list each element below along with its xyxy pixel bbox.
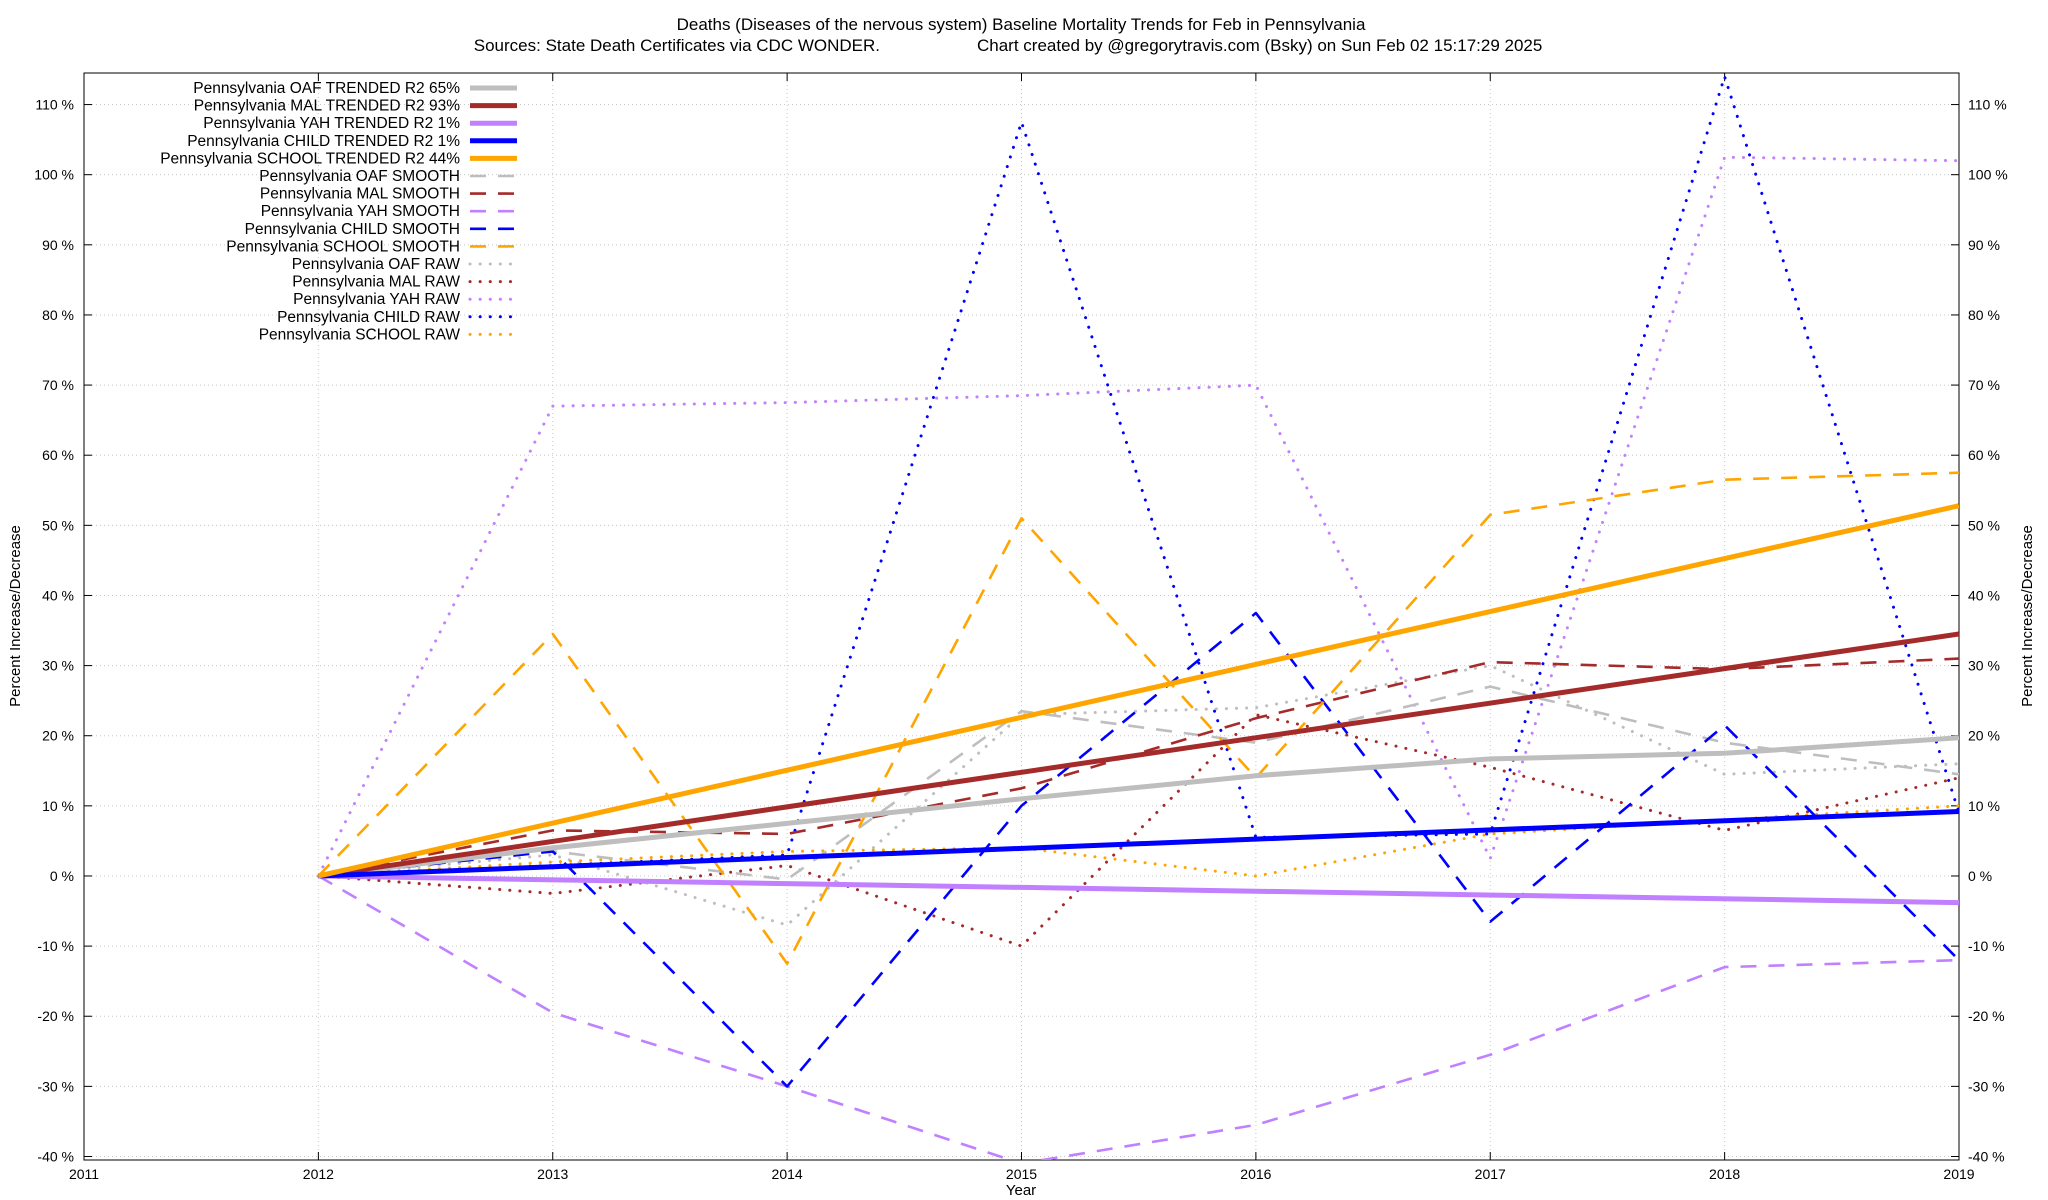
legend-label: Pennsylvania SCHOOL TRENDED R2 44% <box>160 150 460 167</box>
y-tick-label-left: 70 % <box>42 377 74 393</box>
y-tick-label-right: 60 % <box>1968 447 2000 463</box>
series-line <box>318 611 1959 1088</box>
legend-label: Pennsylvania CHILD RAW <box>277 309 460 326</box>
series-line <box>316 155 1959 878</box>
series-line <box>318 685 1959 881</box>
series-line <box>317 874 1959 1160</box>
chart-title: Deaths (Diseases of the nervous system) … <box>677 15 1366 34</box>
y-tick-label-right: 110 % <box>1968 97 2007 113</box>
legend-label: Pennsylvania OAF TRENDED R2 65% <box>193 80 460 97</box>
y-tick-label-left: 90 % <box>42 237 74 253</box>
y-tick-label-left: -20 % <box>37 1008 74 1024</box>
grid <box>84 73 1959 1160</box>
x-tick-label: 2017 <box>1475 1166 1506 1182</box>
y-tick-label-right: 80 % <box>1968 307 2000 323</box>
x-tick-label: 2013 <box>537 1166 568 1182</box>
legend-label: Pennsylvania MAL RAW <box>292 274 460 291</box>
y-tick-label-right: -40 % <box>1968 1148 2005 1164</box>
chart-subtitle-left: Sources: State Death Certificates via CD… <box>474 36 880 55</box>
y-tick-label-left: -40 % <box>37 1148 74 1164</box>
y-tick-label-left: 10 % <box>42 798 74 814</box>
x-tick-label: 2012 <box>303 1166 334 1182</box>
y-tick-label-left: 40 % <box>42 587 74 603</box>
x-tick-label: 2016 <box>1240 1166 1271 1182</box>
legend-label: Pennsylvania YAH RAW <box>293 291 460 308</box>
x-tick-label: 2015 <box>1006 1166 1037 1182</box>
legend-label: Pennsylvania SCHOOL RAW <box>259 326 461 343</box>
y-tick-label-left: 20 % <box>42 728 74 744</box>
series-line <box>316 664 1959 927</box>
series-line <box>317 503 1959 879</box>
y-tick-label-right: 90 % <box>1968 237 2000 253</box>
y-tick-label-left: 60 % <box>42 447 74 463</box>
series-line <box>318 735 1959 879</box>
y-tick-label-right: 30 % <box>1968 658 2000 674</box>
y-tick-label-left: 110 % <box>35 97 74 113</box>
y-tick-label-right: 10 % <box>1968 798 2000 814</box>
series-line <box>318 873 1959 906</box>
axis-ticks: 2011 2012 2013 2014 2015 2016 2017 2018 2019 -40 … <box>34 73 2008 1182</box>
x-axis-label: Year <box>1006 1182 1036 1199</box>
x-tick-label: 2019 <box>1943 1166 1974 1182</box>
y-tick-label-right: 20 % <box>1968 728 2000 744</box>
y-tick-label-right: -20 % <box>1968 1008 2005 1024</box>
y-tick-label-left: 50 % <box>42 517 74 533</box>
y-tick-label-left: 100 % <box>34 167 74 183</box>
y-tick-label-right: 70 % <box>1968 377 2000 393</box>
legend-label: Pennsylvania YAH SMOOTH <box>261 203 460 220</box>
x-tick-label: 2018 <box>1709 1166 1740 1182</box>
x-tick-label: 2014 <box>772 1166 803 1182</box>
legend-label: Pennsylvania CHILD TRENDED R2 1% <box>187 133 460 150</box>
y-tick-label-left: -10 % <box>37 938 74 954</box>
legend-label: Pennsylvania OAF RAW <box>292 256 461 273</box>
legend-label: Pennsylvania MAL SMOOTH <box>260 186 460 203</box>
y-tick-label-left: 80 % <box>42 307 74 323</box>
y-tick-label-right: 0 % <box>1968 868 1992 884</box>
y-axis-label-left: Percent Increase/Decrease <box>7 525 24 707</box>
y-tick-label-left: 0 % <box>50 868 74 884</box>
y-axis-label-right: Percent Increase/Decrease <box>2019 525 2036 707</box>
series-layer <box>316 75 1959 1160</box>
legend-label: Pennsylvania OAF SMOOTH <box>259 168 460 185</box>
y-tick-label-left: -30 % <box>37 1078 74 1094</box>
y-tick-label-right: 100 % <box>1968 167 2008 183</box>
y-tick-label-right: 40 % <box>1968 587 2000 603</box>
series-line <box>316 713 1959 948</box>
y-tick-label-right: -30 % <box>1968 1078 2005 1094</box>
chart-subtitle-right: Chart created by @gregorytravis.com (Bsk… <box>977 36 1542 55</box>
x-tick-label: 2011 <box>69 1166 99 1182</box>
y-tick-label-right: -10 % <box>1968 938 2005 954</box>
legend-label: Pennsylvania YAH TRENDED R2 1% <box>203 115 460 132</box>
series-line <box>317 471 1959 965</box>
legend-label: Pennsylvania CHILD SMOOTH <box>245 221 460 238</box>
y-tick-label-right: 50 % <box>1968 517 2000 533</box>
series-line <box>318 809 1959 879</box>
y-tick-label-left: 30 % <box>42 658 74 674</box>
legend-label: Pennsylvania MAL TRENDED R2 93% <box>194 98 460 115</box>
legend-label: Pennsylvania SCHOOL SMOOTH <box>226 238 460 255</box>
series-line <box>318 631 1959 879</box>
legend: Pennsylvania OAF TRENDED R2 65%Pennsylva… <box>160 80 519 343</box>
